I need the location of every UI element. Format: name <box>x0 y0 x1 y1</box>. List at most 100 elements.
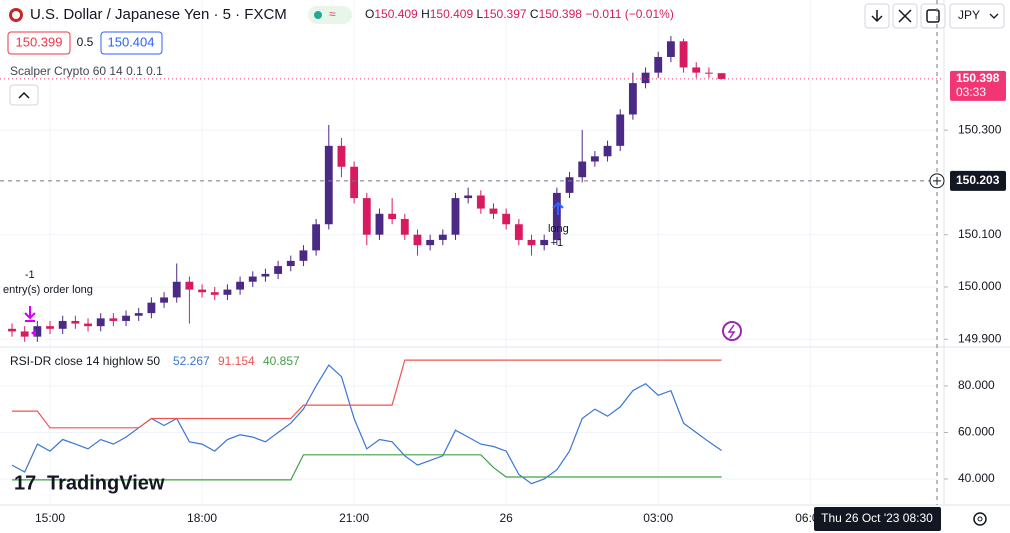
annotation: -1 <box>25 269 35 281</box>
currency-caret <box>989 13 999 19</box>
indicator-title[interactable]: RSI-DR close 14 highlow 50 <box>10 354 160 368</box>
candle-body <box>514 224 523 240</box>
candle-body <box>717 73 726 79</box>
symbol-title[interactable]: U.S. Dollar / Japanese Yen · 5 · FXCM <box>30 6 287 23</box>
l-label: L <box>476 7 483 21</box>
candle-body <box>20 331 29 337</box>
buy-button[interactable] <box>100 31 163 55</box>
logo[interactable]: TradingView <box>47 472 165 494</box>
candle-body <box>489 208 498 214</box>
h-label: H <box>421 7 430 21</box>
candle-body <box>578 161 587 178</box>
candle-body <box>426 239 435 246</box>
candle-body <box>413 234 422 246</box>
candle-body <box>223 289 232 295</box>
sell-button[interactable] <box>7 31 71 55</box>
down-icon <box>871 10 883 23</box>
y-tick-label: 150.300 <box>958 122 1002 136</box>
crosshair-time-label: Thu 26 Oct '23 08:30 <box>821 511 933 525</box>
x-tick-label: 26 <box>499 511 513 525</box>
candle-body <box>679 41 688 68</box>
maximize-icon <box>926 9 940 23</box>
annotation: long <box>548 223 569 235</box>
strategy-legend[interactable]: Scalper Crypto 60 14 0.1 0.1 <box>10 64 163 78</box>
annotation: +1 <box>551 237 564 249</box>
candle-body <box>540 239 549 246</box>
candle-body <box>616 114 625 146</box>
spread: 0.5 <box>77 35 94 49</box>
settings-icon-center <box>977 516 983 522</box>
candle-body <box>274 266 283 274</box>
candle-body <box>476 195 485 209</box>
candle-body <box>84 323 92 327</box>
countdown-label: 03:33 <box>956 85 986 99</box>
series-line <box>11 364 722 485</box>
entry-pointer <box>31 329 36 337</box>
add-alert-icon <box>933 176 941 185</box>
candle-body <box>666 41 675 57</box>
ohlc-legend: O150.409 H150.409 L150.397 C150.398 −0.0… <box>365 7 674 21</box>
candle-body <box>362 198 371 235</box>
candle-body <box>147 302 156 314</box>
candle-body <box>388 213 397 220</box>
candle-body <box>502 213 511 225</box>
hide-icon <box>898 9 912 23</box>
entry-short-marker <box>24 306 36 322</box>
candle-body <box>375 213 384 235</box>
series-line <box>12 359 722 429</box>
market-status[interactable] <box>308 6 352 24</box>
candle-body <box>198 289 207 293</box>
candle-body <box>603 145 612 157</box>
candle-body <box>337 145 346 167</box>
candle-body <box>46 326 54 329</box>
candle-body <box>299 250 308 261</box>
events-icon[interactable] <box>722 321 742 341</box>
x-tick-label: 03:00 <box>643 511 673 525</box>
candle-body <box>704 72 713 74</box>
change-value: −0.011 (−0.01%) <box>585 7 674 21</box>
candle-body <box>692 67 701 73</box>
settings-icon[interactable] <box>973 512 987 526</box>
y-tick-label: 149.900 <box>958 331 1002 345</box>
crosshair-time-tag <box>814 507 941 531</box>
candle-body <box>464 195 473 199</box>
y-tick-label: 60.000 <box>958 425 995 439</box>
candle-body <box>286 260 295 267</box>
currency: JPY <box>958 8 980 22</box>
x-tick-label: 15:00 <box>35 511 65 525</box>
candle-body <box>350 166 359 199</box>
y-tick-label: 150.000 <box>958 279 1002 293</box>
candle-body <box>71 320 80 324</box>
candle-body <box>210 292 219 295</box>
candle-body <box>312 224 321 251</box>
crosshair-price-tag <box>950 170 1006 191</box>
indicator-value: 52.267 <box>173 354 210 368</box>
candle-body <box>654 56 663 73</box>
series-line <box>12 454 722 481</box>
candle-body <box>160 297 168 303</box>
events-bolt <box>727 324 736 339</box>
last-price-label: 150.398 <box>956 71 1000 85</box>
candle-body <box>236 281 245 290</box>
maximize-button[interactable] <box>920 3 946 29</box>
entry-long-marker <box>552 201 564 215</box>
indicator-value: 40.857 <box>263 354 300 368</box>
candle-body <box>552 192 561 240</box>
y-tick-label: 150.100 <box>958 227 1002 241</box>
candle-body <box>109 318 118 321</box>
candle-body <box>58 320 67 329</box>
currency-button[interactable] <box>949 3 1005 29</box>
candle-body <box>400 219 409 235</box>
flag-icon-inner <box>12 11 20 19</box>
y-tick-label: 80.000 <box>958 378 995 392</box>
logo-mark: 17 <box>14 472 36 494</box>
y-tick-label: 40.000 <box>958 471 995 485</box>
c-label: C <box>530 7 539 21</box>
wave-icon: ≈ <box>329 7 336 21</box>
candle-body <box>96 318 105 327</box>
x-tick-label: 21:00 <box>339 511 369 525</box>
candle-body <box>261 273 270 277</box>
collapse-button[interactable] <box>9 84 39 106</box>
